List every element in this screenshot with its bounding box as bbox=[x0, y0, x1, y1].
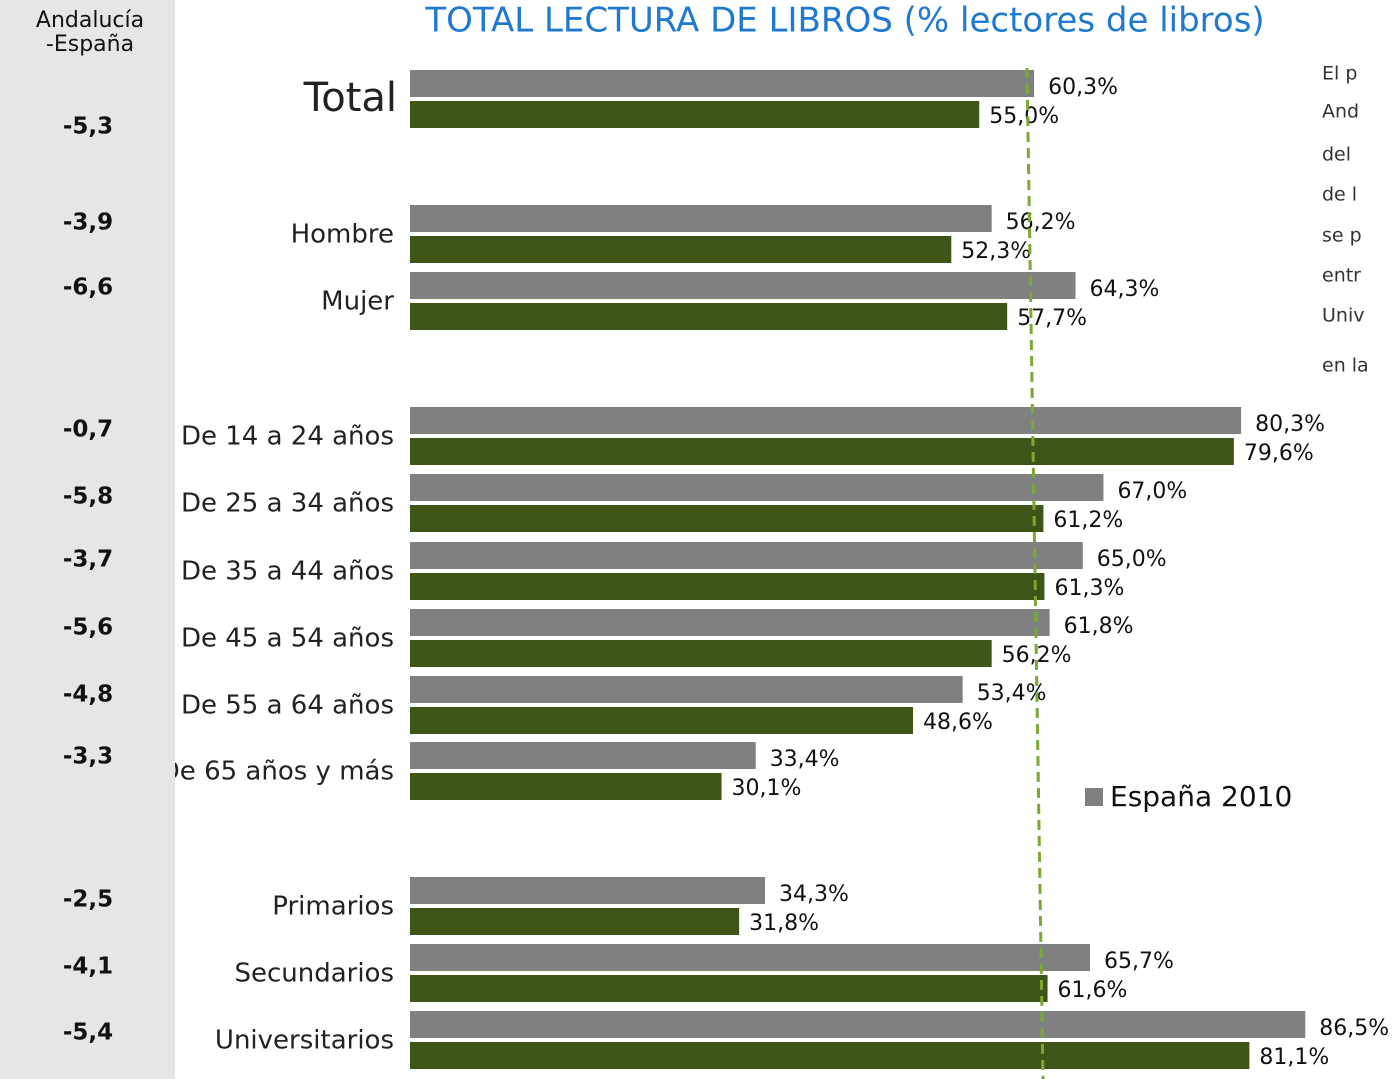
difference-label: -5,4 bbox=[63, 1020, 113, 1046]
value-label: 61,6% bbox=[1058, 978, 1128, 1003]
chart-title: TOTAL LECTURA DE LIBROS (% lectores de l… bbox=[424, 1, 1264, 41]
value-label: 80,3% bbox=[1255, 412, 1325, 437]
bar bbox=[410, 707, 914, 734]
reference-line bbox=[1025, 67, 1045, 1079]
bar bbox=[410, 877, 766, 904]
value-label: 30,1% bbox=[732, 776, 802, 801]
difference-label: -5,6 bbox=[63, 615, 113, 641]
side-text: El p bbox=[1322, 63, 1357, 85]
difference-label: -2,5 bbox=[63, 887, 113, 913]
value-label: 57,7% bbox=[1017, 306, 1087, 331]
value-label: 81,1% bbox=[1259, 1045, 1329, 1070]
bar bbox=[410, 944, 1090, 971]
difference-header: Andalucía bbox=[36, 8, 144, 33]
bar bbox=[410, 272, 1076, 299]
bar bbox=[410, 70, 1035, 97]
side-text: se p bbox=[1322, 225, 1362, 247]
legend-swatch bbox=[1085, 788, 1103, 806]
value-label: 53,4% bbox=[977, 681, 1047, 706]
value-label: 34,3% bbox=[779, 882, 849, 907]
difference-header: -España bbox=[46, 32, 134, 57]
category-label: De 55 a 64 años bbox=[181, 691, 394, 721]
category-label: Total bbox=[303, 75, 397, 121]
bar bbox=[410, 205, 992, 232]
bar bbox=[410, 407, 1242, 434]
bar bbox=[410, 505, 1044, 532]
side-text: Univ bbox=[1322, 305, 1364, 327]
bar bbox=[410, 773, 722, 800]
category-label: Mujer bbox=[321, 287, 394, 317]
value-label: 56,2% bbox=[1006, 210, 1076, 235]
bar bbox=[410, 640, 992, 667]
difference-label: -5,3 bbox=[63, 114, 113, 140]
bar bbox=[410, 1011, 1306, 1038]
side-text: del bbox=[1322, 144, 1351, 166]
value-label: 65,7% bbox=[1104, 949, 1174, 974]
value-label: 48,6% bbox=[923, 710, 993, 735]
category-label: De 14 a 24 años bbox=[181, 422, 394, 452]
side-text: de l bbox=[1322, 184, 1357, 206]
bar bbox=[410, 438, 1234, 465]
value-label: 86,5% bbox=[1319, 1016, 1389, 1041]
category-label: Secundarios bbox=[234, 959, 394, 989]
value-label: 61,8% bbox=[1064, 614, 1134, 639]
value-label: 67,0% bbox=[1117, 479, 1187, 504]
bar bbox=[410, 676, 963, 703]
difference-label: -3,7 bbox=[63, 547, 113, 573]
value-label: 55,0% bbox=[989, 104, 1059, 129]
category-label: De 35 a 44 años bbox=[181, 557, 394, 587]
bar bbox=[410, 742, 756, 769]
difference-label: -0,7 bbox=[63, 417, 113, 443]
value-label: 64,3% bbox=[1090, 277, 1160, 302]
category-label: De 45 a 54 años bbox=[181, 624, 394, 654]
category-label: De 25 a 34 años bbox=[181, 489, 394, 519]
legend-label: España 2010 bbox=[1110, 780, 1292, 813]
category-label: Universitarios bbox=[215, 1026, 394, 1056]
difference-panel bbox=[0, 0, 175, 1079]
value-label: 52,3% bbox=[961, 239, 1031, 264]
difference-label: -5,8 bbox=[63, 484, 113, 510]
category-label: De 65 años y más bbox=[160, 757, 394, 787]
value-label: 33,4% bbox=[770, 747, 840, 772]
bar bbox=[410, 975, 1048, 1002]
value-label: 31,8% bbox=[749, 911, 819, 936]
bar bbox=[410, 236, 952, 263]
bar bbox=[410, 573, 1045, 600]
category-label: Primarios bbox=[272, 892, 394, 922]
side-text: entr bbox=[1322, 265, 1361, 287]
bar bbox=[410, 303, 1008, 330]
bar bbox=[410, 908, 740, 935]
side-text: en la bbox=[1322, 355, 1369, 377]
value-label: 61,3% bbox=[1054, 576, 1124, 601]
difference-label: -4,1 bbox=[63, 954, 113, 980]
bar bbox=[410, 474, 1104, 501]
difference-label: -3,9 bbox=[63, 210, 113, 236]
value-label: 61,2% bbox=[1053, 508, 1123, 533]
value-label: 65,0% bbox=[1097, 547, 1167, 572]
side-text: And bbox=[1322, 101, 1359, 123]
bar bbox=[410, 542, 1083, 569]
category-label: Hombre bbox=[291, 220, 394, 250]
bar bbox=[410, 1042, 1250, 1069]
value-label: 79,6% bbox=[1244, 441, 1314, 466]
bar bbox=[410, 609, 1050, 636]
difference-label: -4,8 bbox=[63, 682, 113, 708]
bar bbox=[410, 101, 980, 128]
difference-label: -3,3 bbox=[63, 744, 113, 770]
difference-label: -6,6 bbox=[63, 275, 113, 301]
value-label: 60,3% bbox=[1048, 75, 1118, 100]
